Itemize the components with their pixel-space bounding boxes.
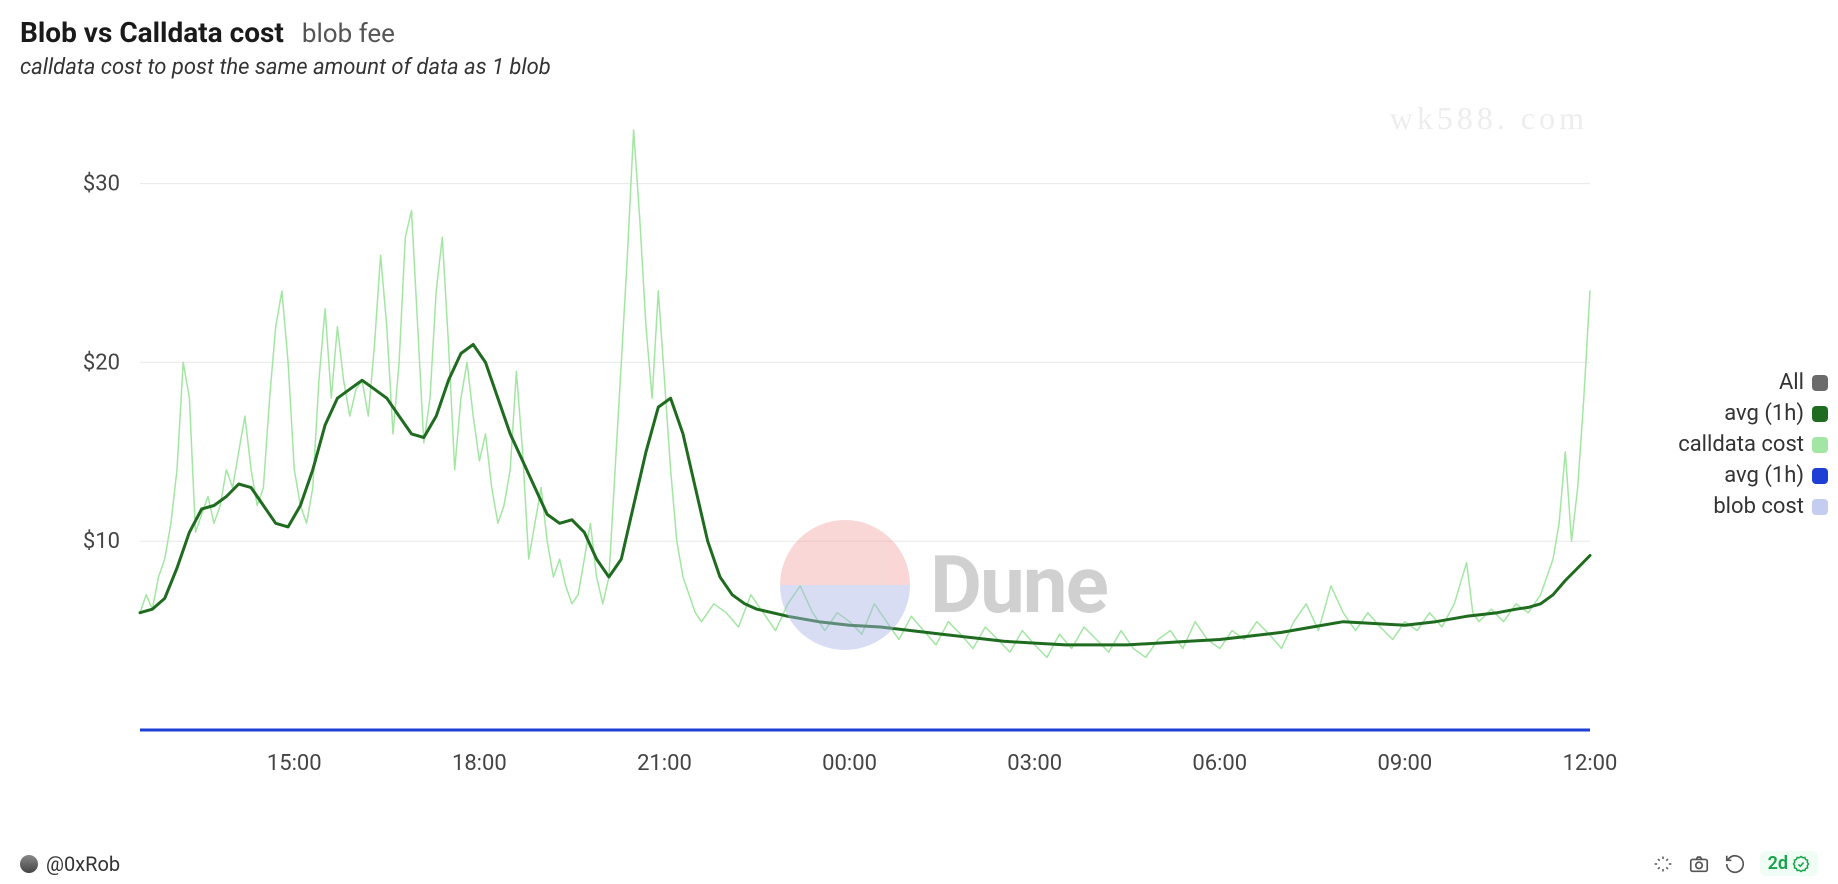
legend-item[interactable]: avg (1h) xyxy=(1724,463,1828,488)
legend-item[interactable]: calldata cost xyxy=(1678,432,1828,457)
chart-header: Blob vs Calldata cost blob fee calldata … xyxy=(0,0,1838,80)
chart-plot-area[interactable]: Dune $10 $20 $30 15:00 18:00 21:00 00:00 03:00 0… xyxy=(0,90,1650,810)
svg-text:18:00: 18:00 xyxy=(452,751,507,776)
legend-swatch-icon xyxy=(1812,499,1828,515)
refresh-age-label: 2d xyxy=(1768,853,1788,874)
legend-label: calldata cost xyxy=(1678,432,1804,457)
legend-item[interactable]: blob cost xyxy=(1713,494,1828,519)
legend-swatch-icon xyxy=(1812,375,1828,391)
svg-text:$30: $30 xyxy=(83,172,120,197)
legend-label: All xyxy=(1779,370,1804,395)
author-avatar-icon xyxy=(20,855,38,873)
chart-footer: @0xRob 2d xyxy=(20,851,1818,876)
legend-label: blob cost xyxy=(1713,494,1804,519)
refresh-icon[interactable] xyxy=(1724,853,1746,875)
dune-logo-icon xyxy=(780,520,910,650)
svg-text:$20: $20 xyxy=(83,350,120,375)
legend-label: avg (1h) xyxy=(1724,401,1804,426)
chart-legend[interactable]: All avg (1h) calldata cost avg (1h) blob cos… xyxy=(1678,370,1828,519)
legend-item[interactable]: All xyxy=(1779,370,1828,395)
camera-icon[interactable] xyxy=(1688,853,1710,875)
svg-text:03:00: 03:00 xyxy=(1007,751,1062,776)
chart-sublabel: blob fee xyxy=(302,19,395,49)
svg-text:12:00: 12:00 xyxy=(1563,751,1618,776)
legend-swatch-icon xyxy=(1812,468,1828,484)
svg-text:21:00: 21:00 xyxy=(637,751,692,776)
author-handle: @0xRob xyxy=(46,852,120,876)
chart-title: Blob vs Calldata cost xyxy=(20,16,284,49)
svg-text:15:00: 15:00 xyxy=(267,751,322,776)
check-badge-icon xyxy=(1792,855,1810,873)
svg-text:00:00: 00:00 xyxy=(822,751,877,776)
chart-subtitle: calldata cost to post the same amount of… xyxy=(20,55,1818,80)
svg-text:$10: $10 xyxy=(83,529,120,554)
legend-item[interactable]: avg (1h) xyxy=(1724,401,1828,426)
svg-text:09:00: 09:00 xyxy=(1377,751,1432,776)
legend-swatch-icon xyxy=(1812,406,1828,422)
chart-svg: $10 $20 $30 15:00 18:00 21:00 00:00 03:00 06:00 0… xyxy=(0,90,1650,810)
svg-text:06:00: 06:00 xyxy=(1192,751,1247,776)
dune-watermark: Dune xyxy=(780,520,1107,650)
refresh-age-badge[interactable]: 2d xyxy=(1760,851,1818,876)
legend-label: avg (1h) xyxy=(1724,463,1804,488)
legend-swatch-icon xyxy=(1812,437,1828,453)
author-link[interactable]: @0xRob xyxy=(20,852,120,876)
sparkle-icon[interactable] xyxy=(1652,853,1674,875)
dune-logo-text: Dune xyxy=(930,538,1107,632)
